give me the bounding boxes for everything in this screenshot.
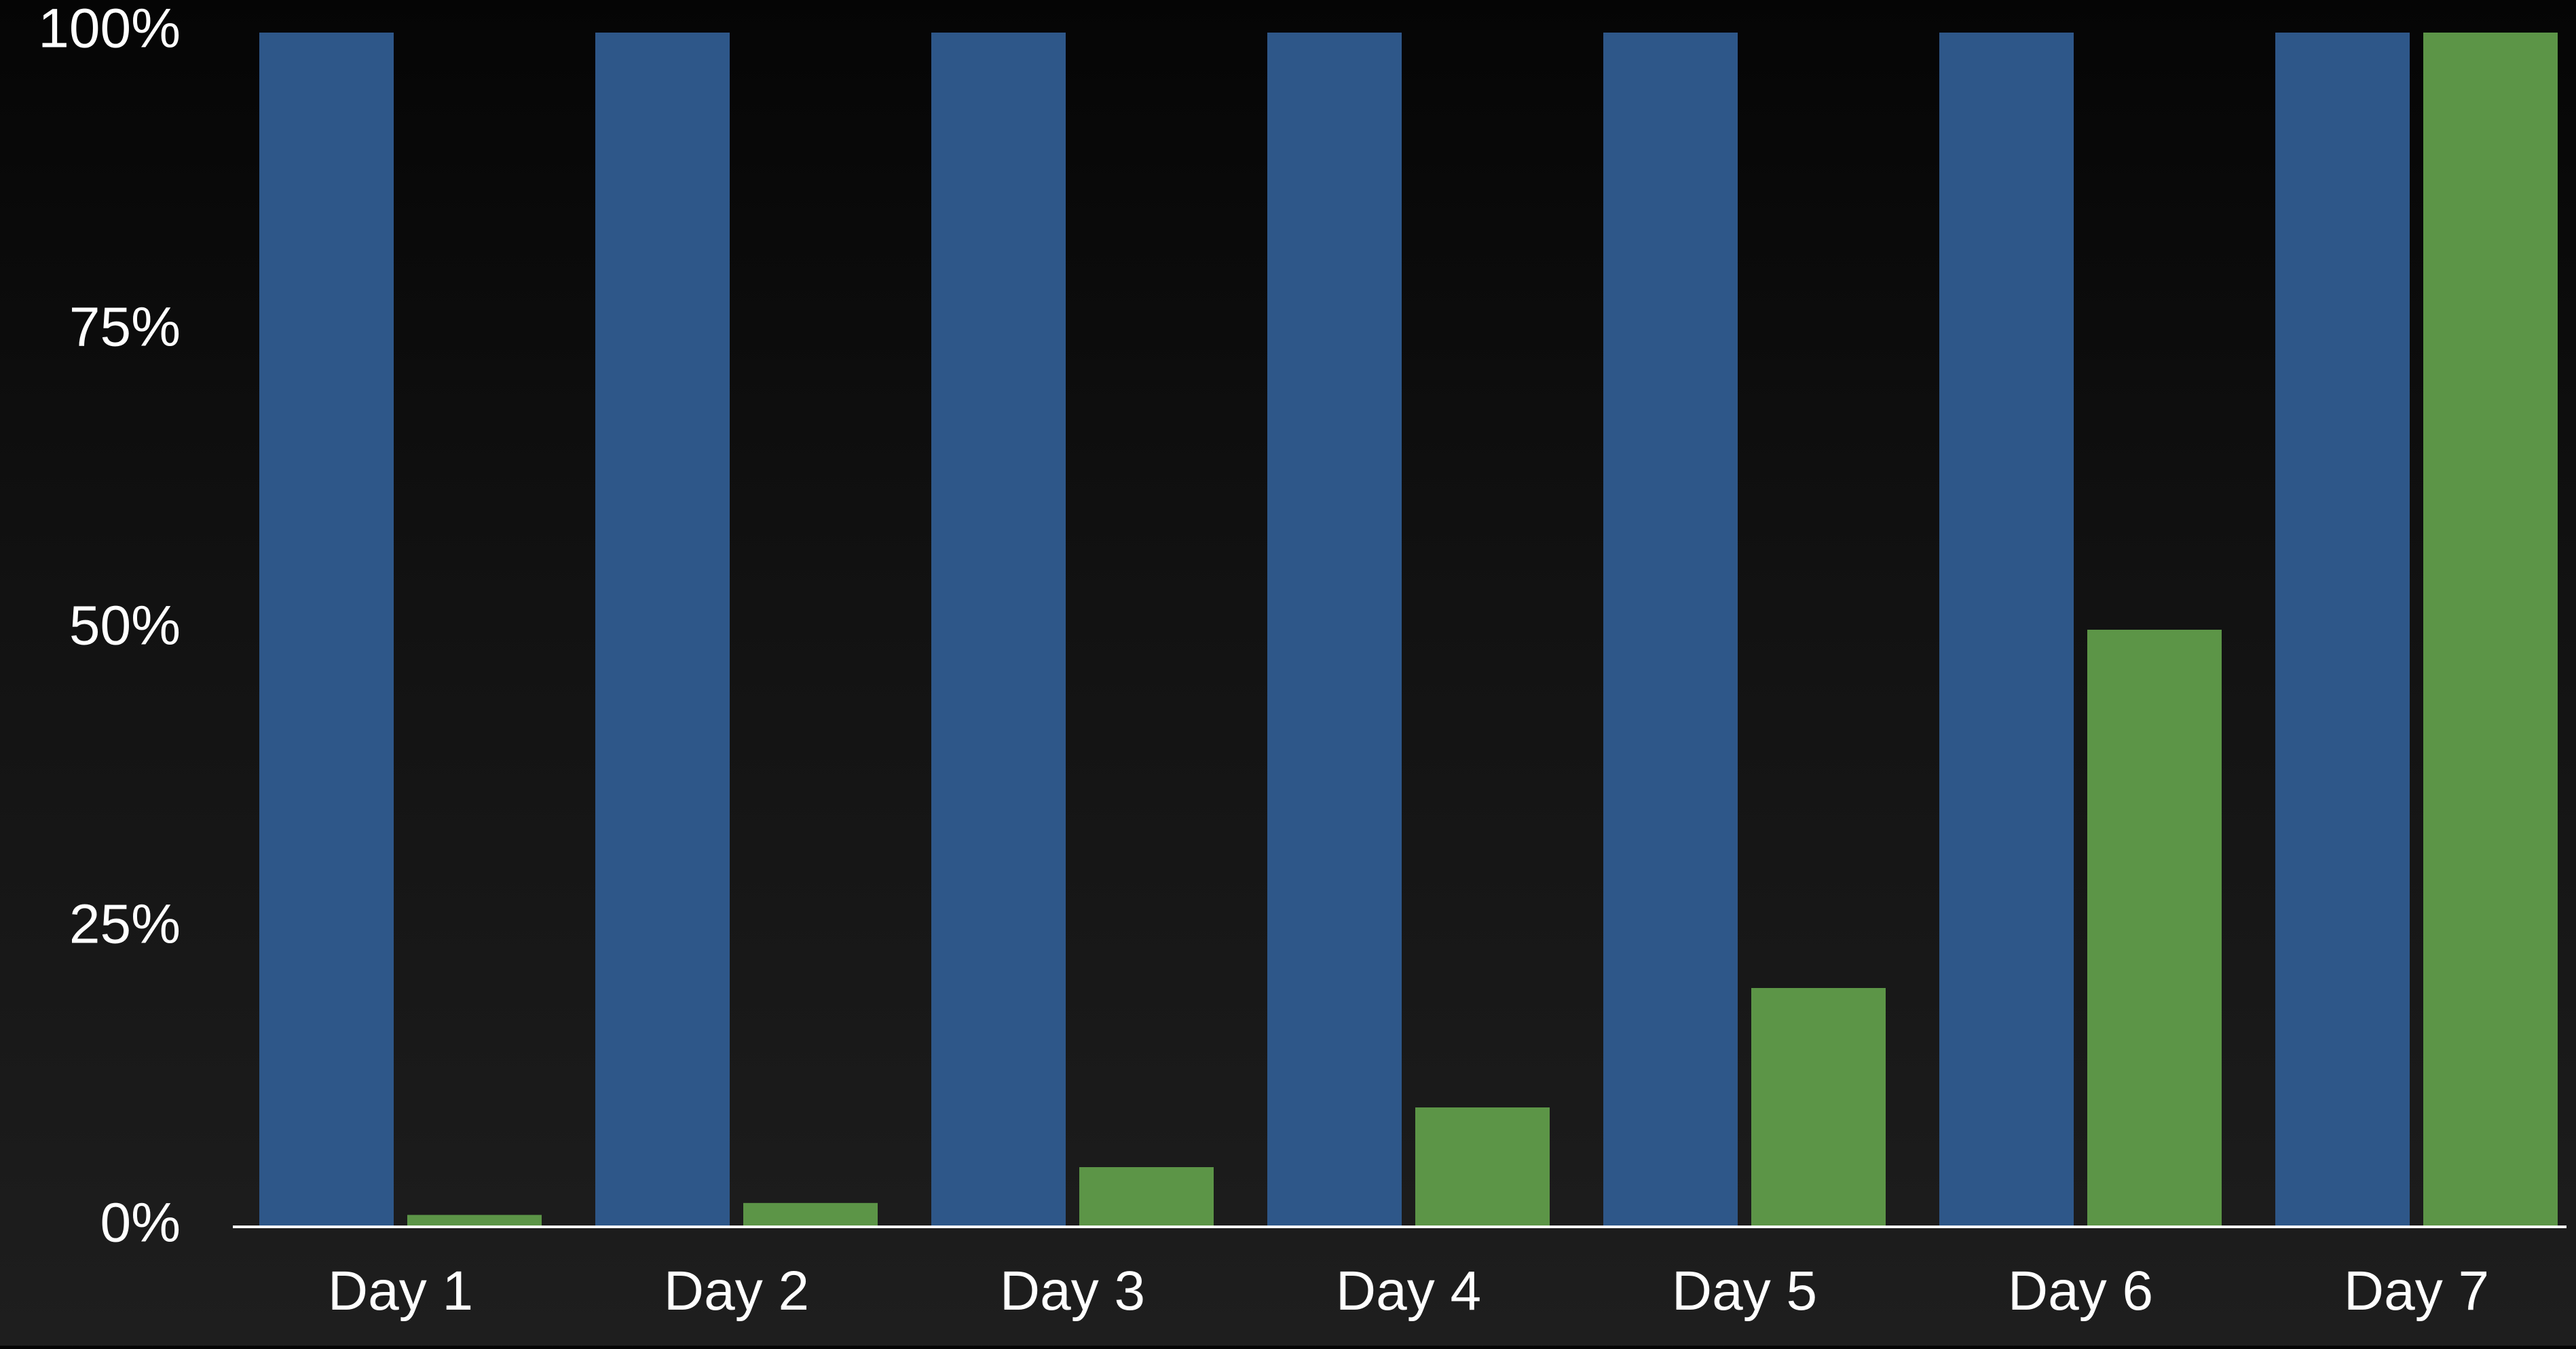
bar-series-2-day-5 xyxy=(1751,988,1886,1227)
bar-series-2-day-3 xyxy=(1079,1167,1214,1227)
x-axis-tick-labels: Day 1 Day 2 Day 3 Day 4 Day 5 Day 6 Day 7 xyxy=(328,1260,2489,1322)
bar-series-1-day-7 xyxy=(2275,33,2410,1227)
y-tick-label: 75% xyxy=(69,297,181,358)
x-tick-label: Day 5 xyxy=(1672,1260,1817,1322)
bar-series-2-day-7 xyxy=(2423,33,2558,1227)
y-tick-label: 50% xyxy=(69,595,181,657)
x-tick-label: Day 2 xyxy=(664,1260,809,1322)
bars-layer xyxy=(259,33,2558,1227)
bar-series-1-day-1 xyxy=(259,33,394,1227)
bar-series-2-day-4 xyxy=(1415,1107,1550,1227)
x-tick-label: Day 1 xyxy=(328,1260,473,1322)
y-axis-tick-labels: 0% 25% 50% 75% 100% xyxy=(38,0,181,1254)
bar-series-1-day-2 xyxy=(595,33,730,1227)
y-tick-label: 0% xyxy=(100,1192,181,1254)
x-tick-label: Day 4 xyxy=(1336,1260,1481,1322)
bar-series-1-day-3 xyxy=(931,33,1066,1227)
bar-series-2-day-1 xyxy=(407,1215,542,1227)
bar-series-1-day-5 xyxy=(1603,33,1738,1227)
bar-series-1-day-6 xyxy=(1939,33,2074,1227)
bar-series-2-day-2 xyxy=(743,1202,878,1227)
x-tick-label: Day 6 xyxy=(2008,1260,2153,1322)
x-tick-label: Day 7 xyxy=(2344,1260,2489,1322)
y-tick-label: 100% xyxy=(38,0,181,60)
bar-series-2-day-6 xyxy=(2087,630,2222,1227)
x-tick-label: Day 3 xyxy=(1000,1260,1145,1322)
bar-series-1-day-4 xyxy=(1267,33,1402,1227)
y-tick-label: 25% xyxy=(69,894,181,955)
